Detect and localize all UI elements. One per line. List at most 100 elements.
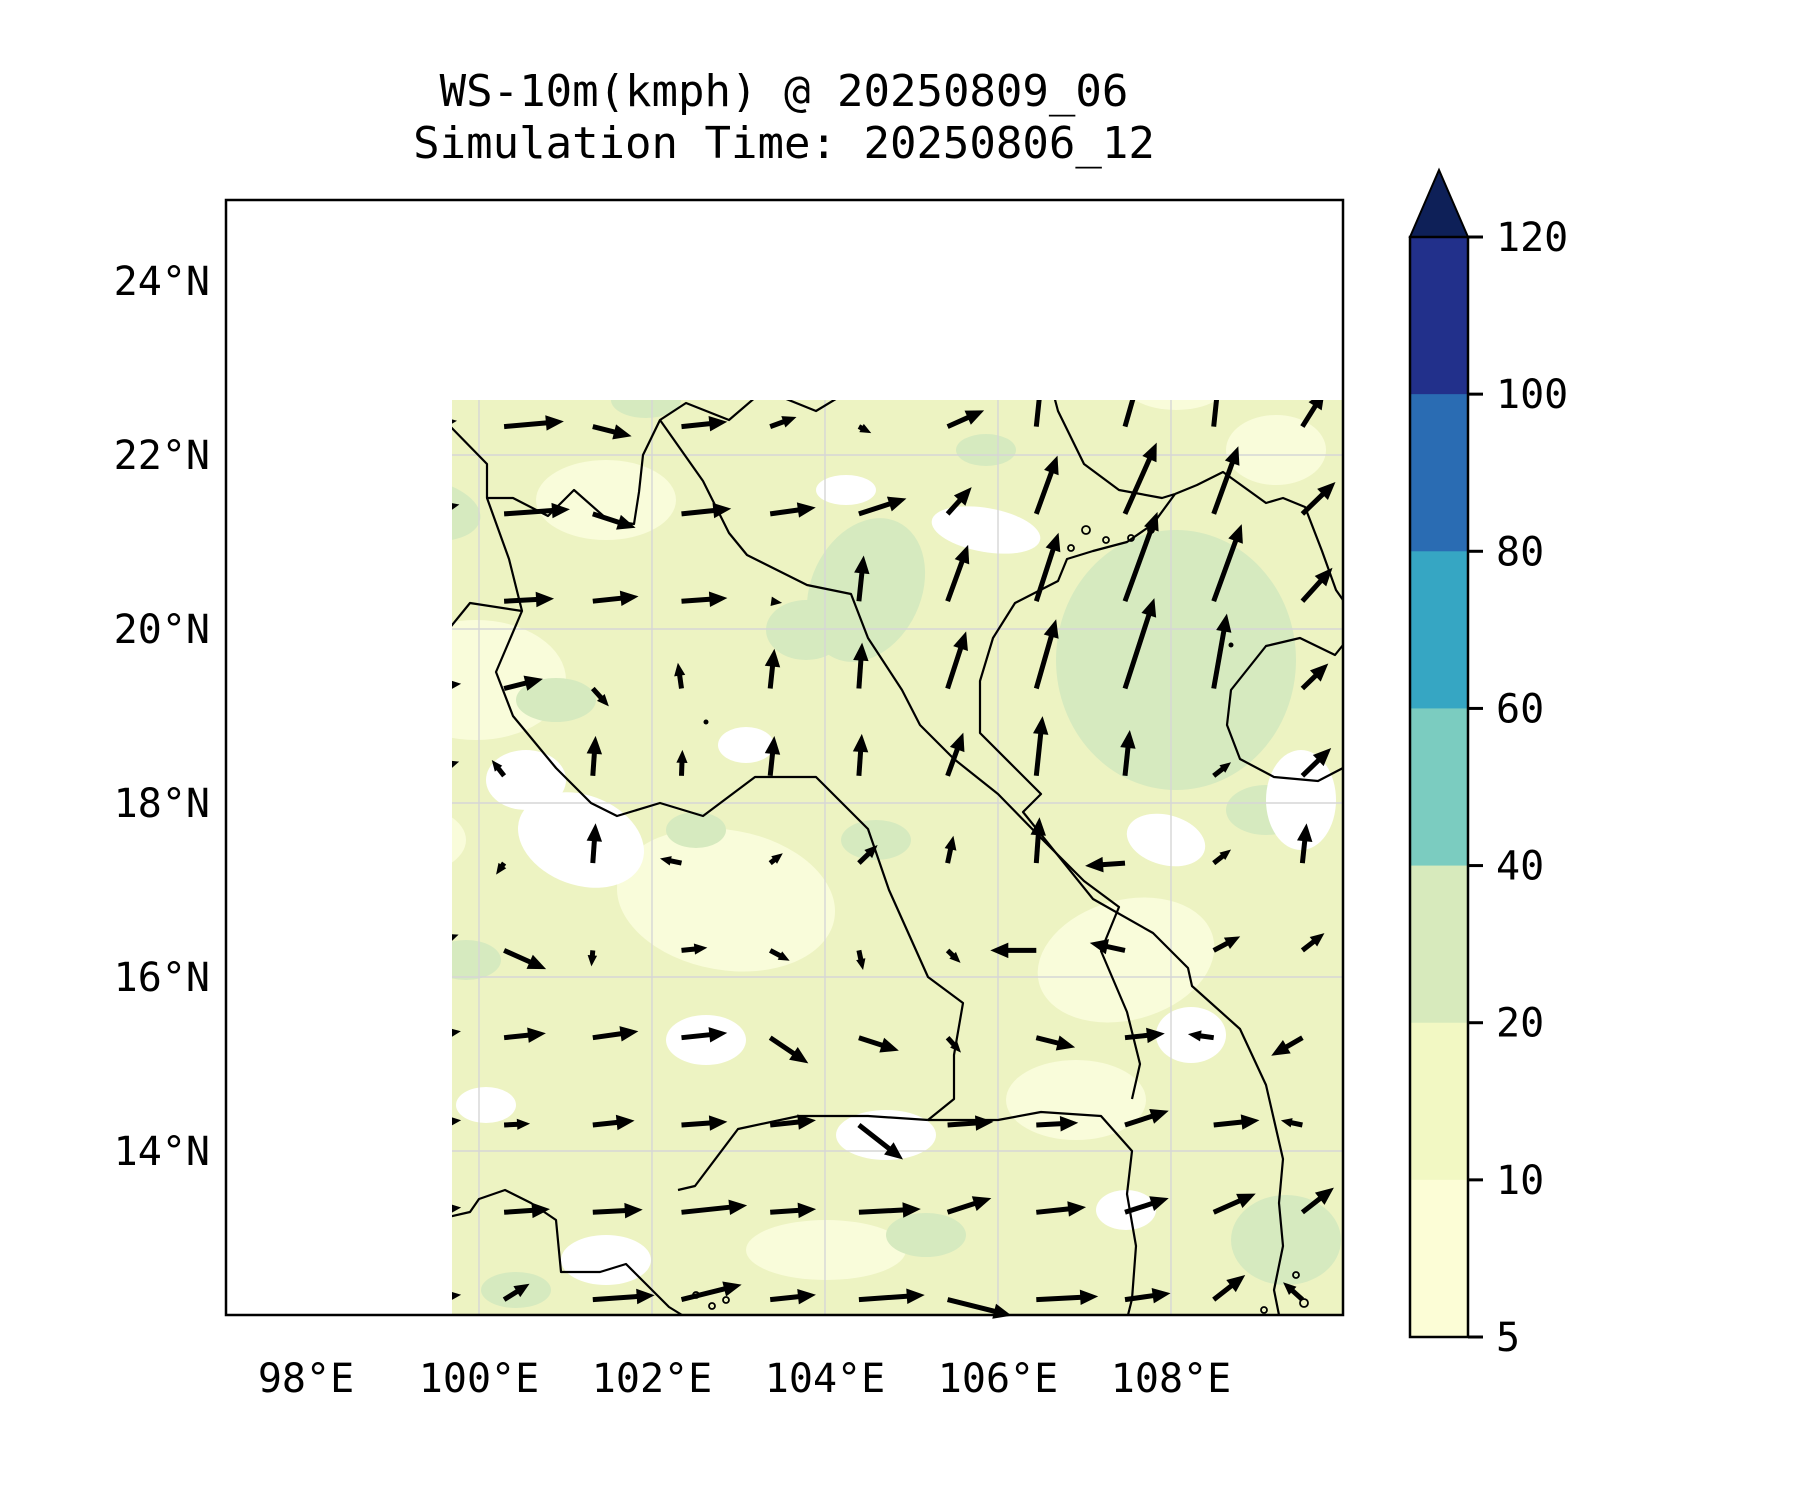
wind-arrow-head [358,503,377,518]
wind-arrow-shaft [503,948,533,965]
wind-arrow-shaft [769,1293,801,1303]
longitude-tick-label: 98°E [258,1356,354,1402]
wind-arrow-shaft [1122,456,1153,515]
map-dot [703,719,709,725]
wind-arrow [768,1035,809,1064]
wind-arrow-head [257,1263,275,1281]
wind-arrow-head [1212,177,1227,196]
wind-arrow-shaft [592,1031,623,1041]
wind-arrow-head [781,327,797,339]
wind-arrow [769,1114,816,1130]
wind-arrow-head [906,1288,925,1304]
wind-arrow-head [452,680,462,689]
wind-arrow-shaft [769,507,801,517]
wind-arrow [452,1291,462,1300]
wind-arrow [681,1027,728,1043]
wind-arrow-shaft [327,330,349,339]
wind-arrow [1297,823,1313,864]
wind-arrow [1300,400,1324,428]
mid-wind-contour-patch [452,478,481,542]
wind-arrow-shaft [593,331,618,339]
low-wind-contour-patch [1135,400,1217,410]
wind-arrow-shaft [503,680,528,691]
wind-arrow-head [271,676,290,691]
wind-arrow-shaft [1033,633,1055,690]
wind-arrow-shaft [1212,1282,1235,1302]
wind-arrow-shaft [327,416,343,427]
wind-arrow-shaft [238,855,286,864]
wind-arrow [452,680,462,689]
wind-arrow [1033,365,1048,427]
wind-arrow-head [854,555,870,575]
wind-arrow-head [771,853,783,864]
wind-arrow-shaft [238,333,266,339]
wind-arrow [327,503,377,518]
wind-arrow-shaft [504,336,534,339]
island-outline [315,1243,321,1249]
wind-arrow-shaft [1033,547,1056,602]
wind-arrow [1120,730,1136,777]
wind-arrow-shaft [1300,577,1324,603]
wind-arrow [238,1083,296,1125]
colorbar-outline [1408,235,1470,1339]
wind-arrow-shaft [503,1032,531,1041]
wind-arrow [1212,849,1232,866]
wind-arrow-head [1079,1289,1099,1306]
wind-arrow [1300,1187,1334,1215]
wind-arrow-head [990,942,1009,959]
wind-arrow [504,329,550,344]
wind-arrow-shaft [946,1200,977,1215]
wind-arrow-shaft [415,334,436,339]
wind-arrow-head [337,407,356,423]
calm-wind-contour-patch [561,1235,651,1285]
wind-arrow-shaft [238,1092,283,1125]
wind-arrow-shaft [1198,1033,1215,1041]
wind-arrow-head [1043,619,1059,639]
wind-arrow [856,949,866,970]
wind-arrow-head [722,1281,742,1297]
wind-arrow [681,591,728,607]
wind-arrow [769,948,790,961]
wind-arrow-shaft [1289,1119,1303,1128]
wind-arrow-head [708,1115,728,1131]
mid-wind-contour-patch [611,400,681,418]
wind-arrow [769,416,797,429]
wind-arrow-head [1033,365,1048,384]
latitude-tick-label: 14°N [114,1129,210,1175]
wind-arrow-shaft [1300,938,1317,953]
wind-arrow-head [1055,1035,1076,1051]
wind-arrow-head [1212,355,1227,374]
wind-arrow-head [676,749,688,764]
latitude-tick-label: 16°N [114,955,210,1001]
wind-arrow-head [624,1202,643,1219]
wind-arrow-head [345,848,365,863]
island-outline [1299,1298,1309,1308]
wind-arrow [503,675,543,691]
wind-arrow-shaft [327,1019,351,1037]
wind-arrow [1033,455,1059,515]
wind-arrow-head [298,484,318,499]
wind-arrow [592,424,632,440]
island-outline [327,1286,335,1294]
wind-arrow-shaft [1125,299,1141,340]
wind-arrow [1121,182,1136,252]
wind-arrow [1125,284,1148,340]
wind-arrow-shaft [327,599,357,601]
wind-arrow [1297,164,1312,252]
latitude-tick-label: 20°N [114,607,210,653]
low-wind-contour-patch [1006,1060,1146,1140]
wind-arrow-head [452,934,459,941]
wind-arrow-head [949,732,965,753]
wind-arrow [1032,716,1049,777]
low-wind-contour-patch [616,828,836,972]
low-wind-contour-patch [486,340,606,400]
wind-arrow-head [1045,532,1061,553]
wind-arrow-shaft [859,338,876,340]
wind-arrow [238,408,296,427]
wind-arrow-shaft [1122,612,1152,690]
wind-arrow-head [272,912,291,929]
wind-arrow-shaft [1300,491,1326,516]
wind-arrow [327,664,359,689]
wind-arrow-head [953,631,968,651]
wind-arrow-head [496,862,507,875]
